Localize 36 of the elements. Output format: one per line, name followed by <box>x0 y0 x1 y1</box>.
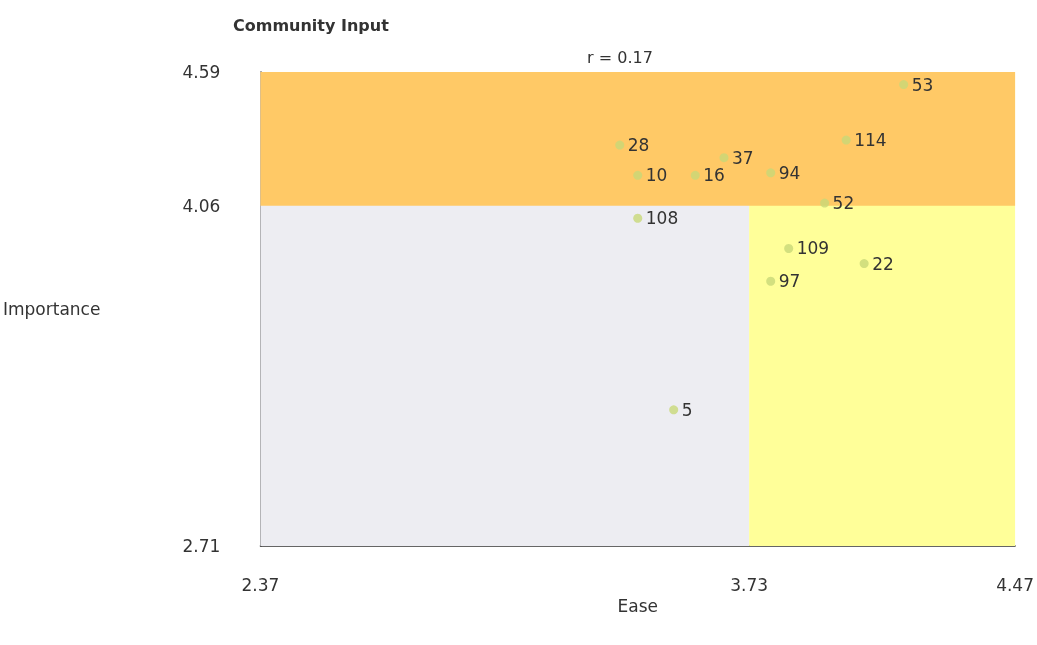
annotation: 52 <box>832 193 855 214</box>
annotation: 22 <box>872 253 894 274</box>
x-axis-title: Ease <box>617 596 658 617</box>
point <box>690 170 700 180</box>
point <box>841 135 851 145</box>
point <box>784 243 794 253</box>
point <box>633 213 643 223</box>
x-tick-label: 4.47 <box>996 574 1034 595</box>
annotation: 16 <box>703 165 725 186</box>
annotation: 37 <box>731 147 754 168</box>
annotation: 114 <box>854 130 887 151</box>
point <box>719 153 729 163</box>
chart-subtitle: r = 0.17 <box>587 47 653 67</box>
annotation: 108 <box>645 208 679 229</box>
annotation: 10 <box>645 165 668 186</box>
point <box>766 168 776 178</box>
annotation: 5 <box>681 399 693 420</box>
point <box>859 259 869 269</box>
y-tick-label: 4.06 <box>182 195 221 216</box>
point <box>669 405 679 415</box>
y-tick-label: 2.71 <box>182 536 221 556</box>
point <box>820 198 830 208</box>
point <box>899 80 909 90</box>
x-tick-label: 3.73 <box>730 574 769 595</box>
annotation: 28 <box>627 135 650 156</box>
x-tick-label: 2.37 <box>241 574 280 595</box>
annotation: 97 <box>778 271 801 292</box>
point <box>633 170 643 180</box>
point <box>766 276 776 286</box>
y-tick-label: 4.59 <box>182 62 221 82</box>
annotation: 94 <box>778 162 801 183</box>
point <box>615 140 625 150</box>
chart-title: Community Input <box>233 15 390 35</box>
y-axis-title: Importance <box>3 299 101 319</box>
annotation: 53 <box>911 74 934 95</box>
annotation: 109 <box>796 238 830 259</box>
